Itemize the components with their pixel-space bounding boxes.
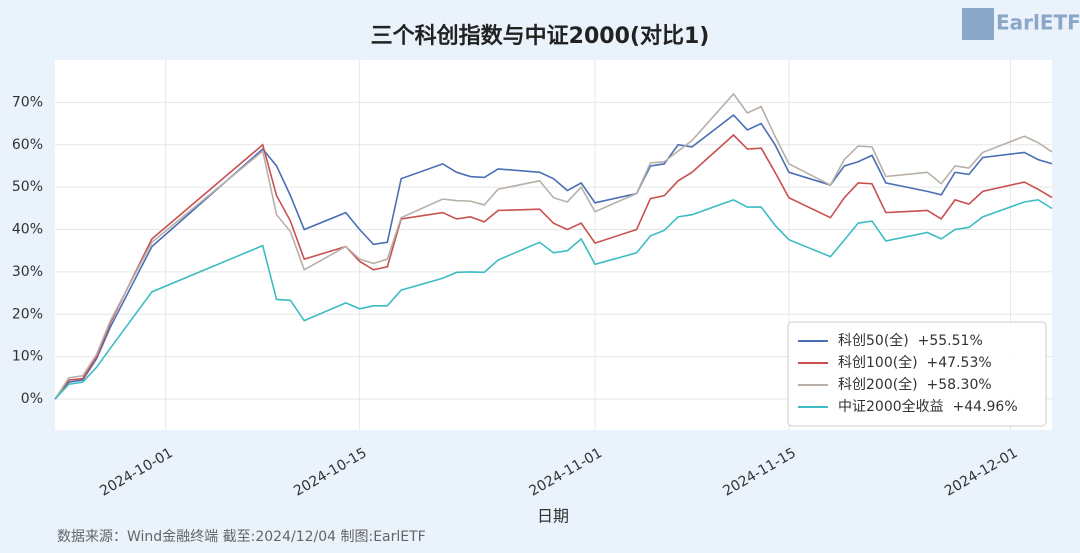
y-tick-label: 50% [12,179,43,195]
legend-label: 科创200(全) +58.30% [838,376,992,393]
legend-label: 中证2000全收益 +44.96% [838,398,1018,415]
x-tick-label: 2024-10-01 [97,445,175,500]
x-tick-label: 2024-12-01 [942,445,1020,500]
source-note: 数据来源：Wind金融终端 截至:2024/12/04 制图:EarlETF [57,529,426,545]
y-tick-label: 0% [21,391,43,407]
legend-label: 科创50(全) +55.51% [838,332,983,349]
y-tick-label: 20% [12,306,43,322]
series-line [54,133,1053,400]
series-line [54,114,1053,400]
logo: EarlETF [996,11,1080,35]
x-axis-label: 日期 [537,507,569,526]
chart-title: 三个科创指数与中证2000(对比1) [371,23,710,49]
series-line [54,92,1053,400]
y-tick-label: 10% [12,349,43,365]
x-tick-label: 2024-11-15 [720,445,798,500]
series-line [54,198,1053,400]
legend-label: 科创100(全) +47.53% [838,354,992,371]
y-tick-label: 40% [12,222,43,238]
x-tick-label: 2024-11-01 [527,445,605,500]
x-tick-label: 2024-10-15 [291,445,369,500]
y-tick-label: 60% [12,137,43,153]
y-tick-label: 70% [12,94,43,110]
legend-box [787,321,1047,427]
y-tick-label: 30% [12,264,43,280]
logo-icon [962,8,994,40]
